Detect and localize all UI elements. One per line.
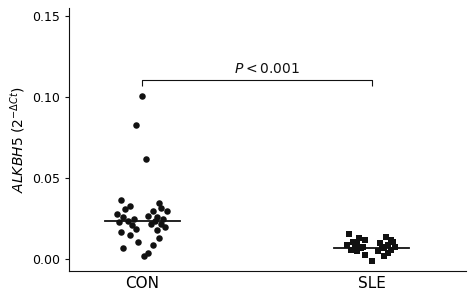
Point — [119, 215, 127, 220]
Point — [345, 231, 353, 236]
Point — [383, 234, 390, 239]
Point — [357, 246, 365, 251]
Point — [368, 259, 375, 263]
Point — [155, 236, 163, 241]
Point — [126, 233, 134, 237]
Point — [356, 236, 363, 241]
Point — [155, 200, 163, 205]
Point — [347, 247, 355, 252]
Point — [387, 238, 394, 242]
Point — [391, 244, 399, 249]
Y-axis label: $ALKBH5\ (2^{-\Delta Ct})$: $ALKBH5\ (2^{-\Delta Ct})$ — [9, 86, 28, 193]
Point — [132, 123, 140, 127]
Point — [153, 215, 161, 220]
Point — [374, 249, 382, 254]
Point — [119, 246, 127, 251]
Point — [353, 249, 361, 254]
Point — [349, 239, 357, 244]
Point — [343, 242, 350, 247]
Point — [130, 216, 137, 221]
Point — [159, 216, 167, 221]
Point — [145, 213, 152, 218]
Point — [351, 246, 359, 251]
Point — [362, 252, 369, 257]
Point — [143, 157, 150, 161]
Point — [381, 254, 388, 259]
Point — [134, 239, 142, 244]
Point — [118, 197, 125, 202]
Text: $P < 0.001$: $P < 0.001$ — [235, 62, 301, 76]
Point — [147, 222, 155, 226]
Point — [157, 222, 165, 226]
Point — [376, 241, 384, 246]
Point — [149, 242, 156, 247]
Point — [385, 251, 392, 255]
Point — [113, 212, 121, 216]
Point — [161, 225, 169, 229]
Point — [128, 223, 136, 228]
Point — [153, 228, 161, 233]
Point — [387, 247, 394, 252]
Point — [381, 246, 388, 251]
Point — [140, 254, 148, 259]
Point — [126, 204, 134, 208]
Point — [145, 251, 152, 255]
Point — [122, 207, 129, 212]
Point — [385, 242, 392, 247]
Point — [116, 220, 123, 225]
Point — [157, 205, 165, 210]
Point — [118, 230, 125, 234]
Point — [389, 239, 396, 244]
Point — [149, 208, 156, 213]
Point — [378, 244, 386, 249]
Point — [353, 241, 361, 246]
Point — [138, 93, 146, 98]
Point — [164, 208, 171, 213]
Point — [124, 218, 131, 223]
Point — [360, 244, 367, 249]
Point — [151, 218, 158, 223]
Point — [132, 226, 140, 231]
Point — [362, 238, 369, 242]
